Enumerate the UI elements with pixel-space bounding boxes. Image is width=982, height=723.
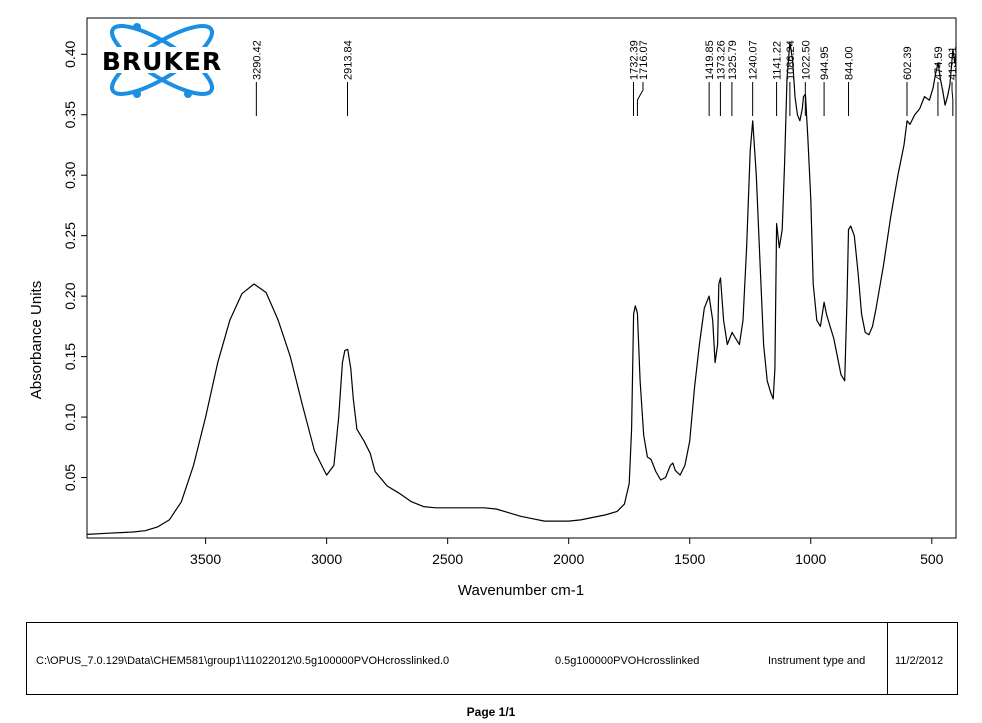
x-tick-label: 500 [920, 551, 944, 567]
peak-label: 1373.26 [715, 40, 727, 80]
peak-label: 1325.79 [727, 40, 739, 80]
logo-text: BRUKER [102, 47, 222, 76]
peak-label: 1716.07 [638, 40, 650, 80]
x-tick-label: 3000 [311, 551, 342, 567]
peak-label: 1419.85 [704, 40, 716, 80]
logo-orbit-ring [109, 24, 215, 96]
y-tick-label: 0.30 [62, 161, 78, 188]
peak-label: 1732.39 [628, 40, 640, 80]
spectrum-series [86, 41, 957, 535]
peak-label: 413.01 [947, 46, 959, 80]
peak-marker-line [951, 82, 954, 116]
sample-name: 0.5g100000PVOHcrosslinked [555, 655, 700, 667]
peak-marker-line [636, 82, 644, 116]
logo-orbit-dot [184, 90, 192, 98]
y-axis: 0.05 0.10 0.15 0.20 0.25 0.30 0.35 0.40 [62, 40, 87, 491]
logo-orbit-ring [109, 24, 215, 96]
y-tick-label: 0.05 [62, 464, 78, 491]
y-tick-label: 0.20 [62, 282, 78, 309]
bruker-logo: BRUKER [92, 23, 232, 98]
plot-frame [86, 17, 957, 539]
x-tick-label: 3500 [190, 551, 221, 567]
peak-label: 2913.84 [342, 40, 354, 80]
y-tick-label: 0.25 [62, 222, 78, 249]
y-tick-label: 0.10 [62, 403, 78, 430]
x-tick-label: 2500 [432, 551, 463, 567]
file-path: C:\OPUS_7.0.129\Data\CHEM581\group1\1102… [36, 655, 450, 667]
x-axis-label: Wavenumber cm-1 [458, 582, 584, 599]
peak-label: 844.00 [844, 46, 856, 80]
footer-divider [887, 623, 888, 694]
spectrum-line [86, 41, 957, 535]
peak-label: 1022.50 [800, 40, 812, 80]
file-info-box: C:\OPUS_7.0.129\Data\CHEM581\group1\1102… [26, 622, 958, 695]
logo-orbit-dot [133, 23, 141, 31]
y-tick-label: 0.15 [62, 343, 78, 370]
x-tick-label: 1500 [674, 551, 705, 567]
x-tick-label: 2000 [553, 551, 584, 567]
peak-label: 1240.07 [748, 40, 760, 80]
peak-label: 1141.22 [772, 41, 784, 80]
logo-orbit-dot [133, 90, 141, 98]
y-axis-label: Absorbance Units [28, 281, 45, 399]
peak-label: 474.59 [933, 46, 945, 80]
y-tick-label: 0.40 [62, 40, 78, 67]
y-tick-label: 0.35 [62, 101, 78, 128]
x-axis: 3500 3000 2500 2000 1500 1000 500 [190, 538, 944, 567]
peak-label: 944.95 [819, 46, 831, 80]
peak-label: 3290.42 [251, 40, 263, 80]
acquisition-date: 11/2/2012 [895, 655, 944, 667]
page-number: Page 1/1 [466, 705, 516, 719]
x-tick-label: 1000 [795, 551, 826, 567]
peak-label: 602.39 [902, 46, 914, 80]
instrument-type: Instrument type and [768, 655, 866, 667]
